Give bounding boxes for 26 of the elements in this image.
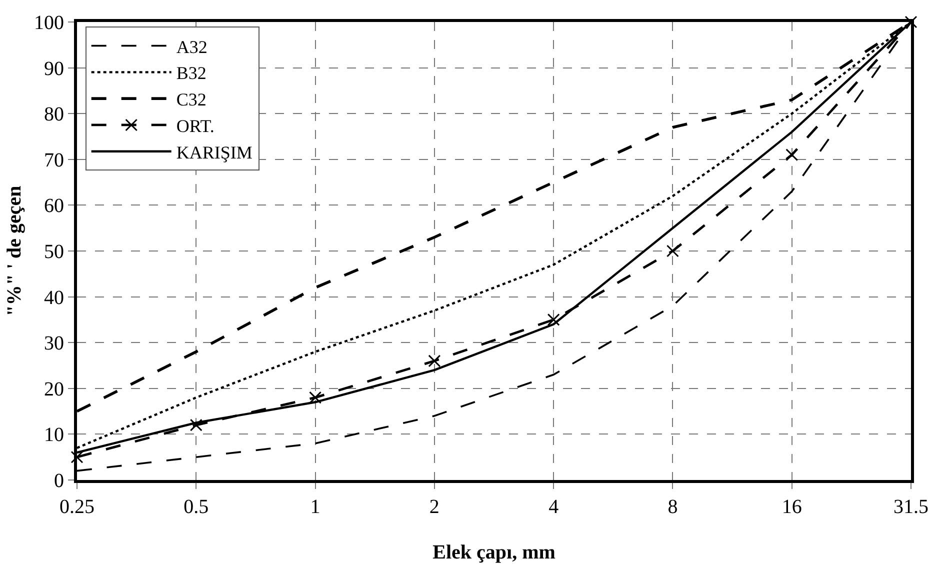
x-tick-label: 1 — [310, 496, 320, 518]
legend-label: A32 — [176, 36, 208, 57]
x-tick-label: 31.5 — [894, 496, 928, 518]
y-tick-label: 70 — [44, 149, 64, 172]
x-tick-label: 8 — [668, 496, 678, 518]
legend-label: ORT. — [176, 116, 214, 136]
y-tick-label: 0 — [54, 470, 64, 492]
y-tick-label: 10 — [44, 424, 64, 446]
x-tick-label: 4 — [548, 496, 559, 518]
legend-label: B32 — [176, 63, 206, 84]
y-tick-label: 20 — [44, 378, 64, 400]
legend-label: C32 — [176, 90, 206, 110]
y-tick-label: 40 — [44, 286, 64, 309]
x-tick-label: 2 — [429, 496, 440, 518]
y-tick-label: 60 — [44, 195, 64, 218]
y-tick-label: 100 — [34, 12, 64, 34]
y-tick-label: 30 — [44, 332, 64, 355]
y-tick-label: 90 — [44, 58, 64, 80]
legend-label: KARIŞIM — [176, 142, 252, 162]
x-tick-label: 0.25 — [60, 496, 94, 518]
x-axis-title: Elek çapı, mm — [432, 542, 556, 564]
y-axis-title: "%" ' de geçen — [4, 186, 26, 316]
y-tick-label: 80 — [44, 104, 64, 126]
y-tick-label: 50 — [44, 241, 64, 263]
x-tick-label: 0.5 — [184, 496, 209, 518]
x-tick-label: 16 — [782, 496, 802, 518]
